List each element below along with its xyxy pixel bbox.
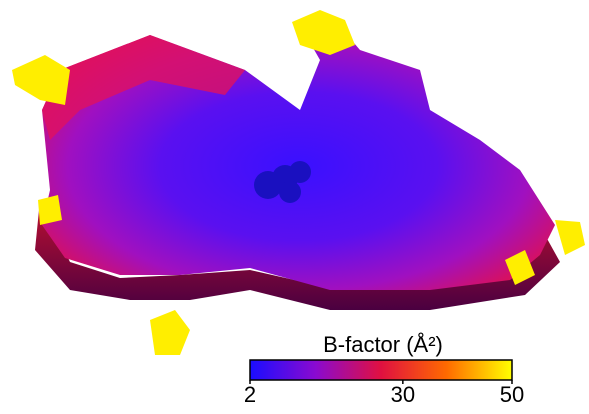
protein-surface: [12, 10, 585, 355]
colorbar-tick-label: 30: [391, 382, 415, 407]
colorbar-bar: [249, 359, 513, 381]
high-b-regions: [12, 10, 585, 355]
surface-patch: [42, 35, 245, 140]
surface-rim: [35, 200, 560, 310]
colorbar: B-factor (Å²) 2 30 50: [244, 332, 524, 407]
ligand: [254, 161, 311, 203]
colorbar-title: B-factor (Å²): [323, 332, 443, 357]
colorbar-tick-label: 2: [244, 382, 256, 407]
colorbar-tick-label: 50: [500, 382, 524, 407]
